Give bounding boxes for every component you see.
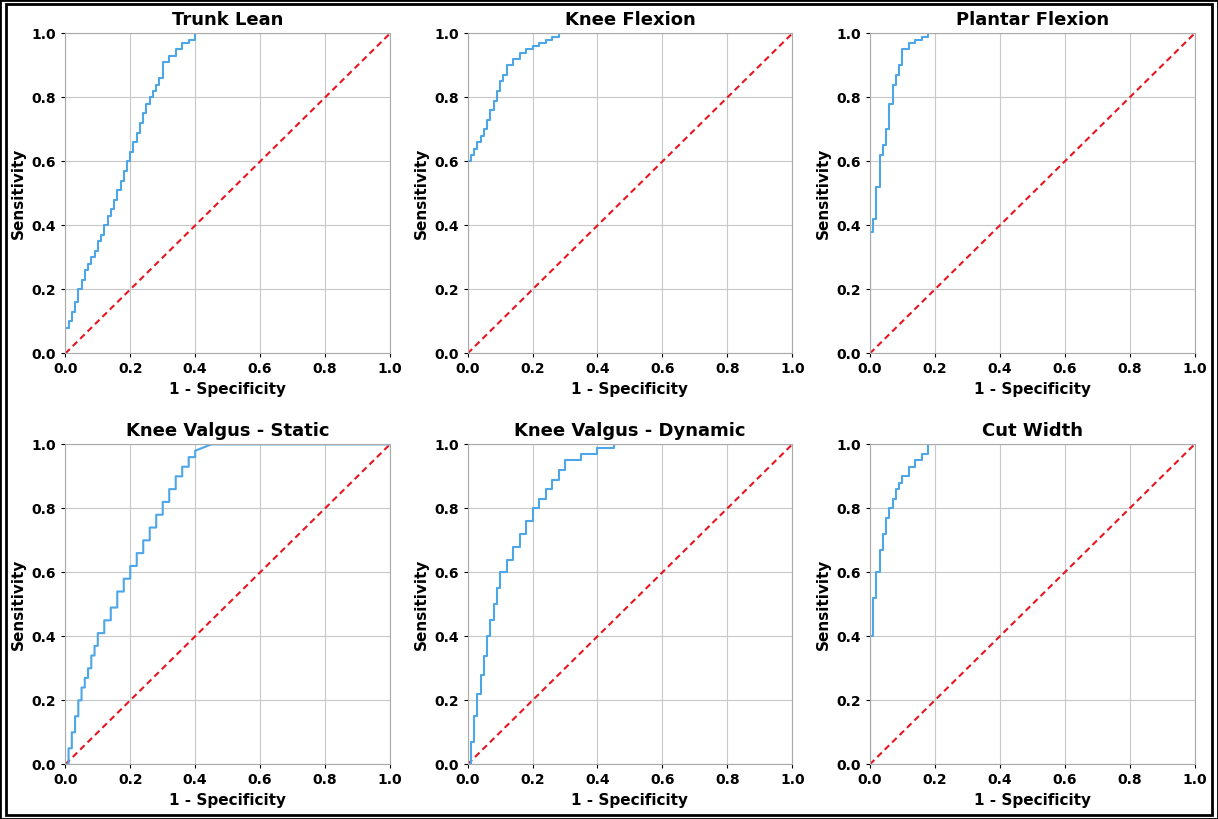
Title: Knee Valgus - Dynamic: Knee Valgus - Dynamic [514, 422, 745, 440]
X-axis label: 1 - Specificity: 1 - Specificity [973, 382, 1091, 397]
Title: Trunk Lean: Trunk Lean [172, 11, 284, 29]
Y-axis label: Sensitivity: Sensitivity [816, 147, 831, 239]
Y-axis label: Sensitivity: Sensitivity [11, 147, 26, 239]
Y-axis label: Sensitivity: Sensitivity [413, 559, 429, 650]
X-axis label: 1 - Specificity: 1 - Specificity [973, 793, 1091, 808]
Title: Plantar Flexion: Plantar Flexion [956, 11, 1108, 29]
X-axis label: 1 - Specificity: 1 - Specificity [169, 793, 286, 808]
Y-axis label: Sensitivity: Sensitivity [413, 147, 429, 239]
Title: Knee Flexion: Knee Flexion [565, 11, 695, 29]
Title: Cut Width: Cut Width [982, 422, 1083, 440]
Y-axis label: Sensitivity: Sensitivity [11, 559, 26, 650]
Y-axis label: Sensitivity: Sensitivity [816, 559, 831, 650]
X-axis label: 1 - Specificity: 1 - Specificity [571, 793, 688, 808]
X-axis label: 1 - Specificity: 1 - Specificity [169, 382, 286, 397]
X-axis label: 1 - Specificity: 1 - Specificity [571, 382, 688, 397]
Title: Knee Valgus - Static: Knee Valgus - Static [125, 422, 329, 440]
